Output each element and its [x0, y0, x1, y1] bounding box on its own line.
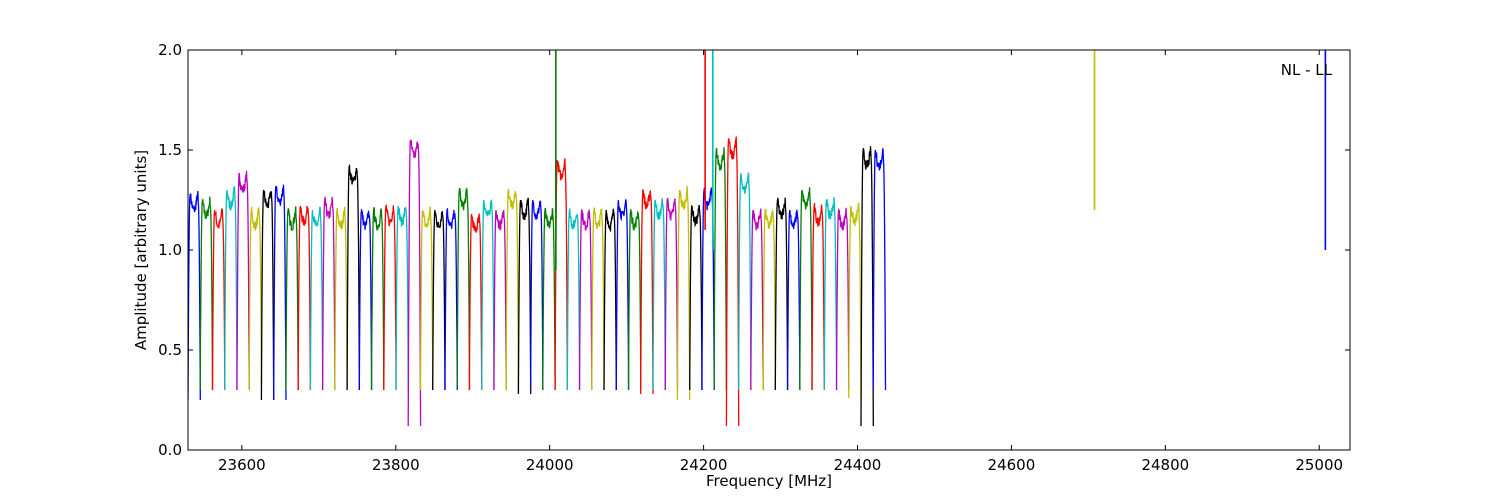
axis-ticks: 23600 23800 24000 24200 24400 24600 24800 25000…: [158, 41, 1350, 474]
series-channel-20: [419, 206, 434, 391]
series-channel-23: [456, 187, 471, 391]
x-tick-label: 25000: [1295, 456, 1343, 474]
series-channel-56: [860, 146, 874, 427]
x-axis-label: Frequency [MHz]: [706, 472, 832, 490]
series-channel-13: [334, 206, 348, 391]
series-channel-6: [248, 206, 263, 391]
series-channel-53: [823, 196, 838, 391]
series-channel-34: [591, 207, 605, 391]
series-channel-25: [481, 199, 495, 391]
series-channel-22: [444, 208, 458, 391]
series-channel-55: [848, 202, 862, 399]
series-channel-33: [578, 208, 593, 391]
series-channel-39: [652, 198, 666, 391]
series-channel-48: [762, 208, 777, 391]
series-channel-17: [383, 203, 397, 391]
series-channel-46: [737, 172, 752, 391]
series-channel-32: [566, 208, 581, 391]
series-channel-50: [786, 209, 801, 391]
series-channel-18: [395, 206, 409, 391]
series-channel-51: [799, 187, 813, 391]
x-tick-label: 24800: [1141, 456, 1189, 474]
series-channel-37: [627, 209, 642, 391]
series-channel-54: [835, 207, 850, 391]
series-channel-42: [689, 204, 703, 391]
plot-area: [188, 50, 1327, 427]
series-channel-28: [517, 197, 532, 395]
series-channel-4: [224, 185, 238, 391]
series-channel-14: [346, 163, 361, 391]
x-tick-label: 24600: [988, 456, 1036, 474]
series-channel-36: [615, 199, 630, 391]
series-channel-15: [358, 208, 373, 391]
series-channel-11: [309, 206, 324, 391]
series-channel-44: [713, 147, 728, 391]
y-tick-label: 2.0: [158, 41, 182, 59]
x-tick-label: 24400: [834, 456, 882, 474]
series-channel-12: [321, 196, 336, 391]
series-channel-7: [260, 189, 275, 401]
series-channel-29: [529, 200, 544, 391]
series-channel-47: [750, 208, 764, 391]
series-channel-2: [199, 196, 214, 391]
x-tick-label: 23600: [218, 456, 266, 474]
y-tick-label: 1.0: [158, 241, 182, 259]
series-channel-38: [640, 189, 654, 395]
series-channel-30: [542, 207, 556, 391]
y-tick-label: 1.5: [158, 141, 182, 159]
series-channel-41: [676, 185, 691, 401]
series-channel-26: [493, 210, 507, 391]
series-channel-16: [370, 207, 385, 391]
series-channel-24: [468, 213, 483, 391]
x-tick-label: 23800: [372, 456, 420, 474]
y-tick-label: 0.5: [158, 341, 182, 359]
x-tick-label: 24200: [680, 456, 728, 474]
series-channel-27: [505, 188, 520, 391]
series-channel-57: [872, 148, 887, 391]
series-channel-31: [554, 158, 569, 391]
series-channel-21: [432, 210, 446, 391]
series-channel-5: [236, 170, 250, 391]
series-channel-35: [603, 208, 617, 391]
axes-frame: [187, 49, 1351, 451]
series-channel-49: [774, 197, 789, 391]
series-channel-40: [664, 197, 679, 391]
series-channel-52: [811, 203, 825, 391]
x-tick-label: 24000: [526, 456, 574, 474]
series-channel-8: [272, 184, 287, 401]
y-axis-label: Amplitude [arbitrary units]: [132, 150, 150, 350]
series-channel-1: [188, 191, 201, 401]
chart-annotation: NL - LL: [1281, 61, 1333, 79]
series-channel-45: [725, 136, 740, 427]
series-channel-9: [285, 206, 299, 391]
series-channel-10: [297, 205, 312, 391]
series-channel-3: [211, 208, 226, 391]
series-channel-19: [407, 139, 422, 427]
y-tick-label: 0.0: [158, 441, 182, 459]
